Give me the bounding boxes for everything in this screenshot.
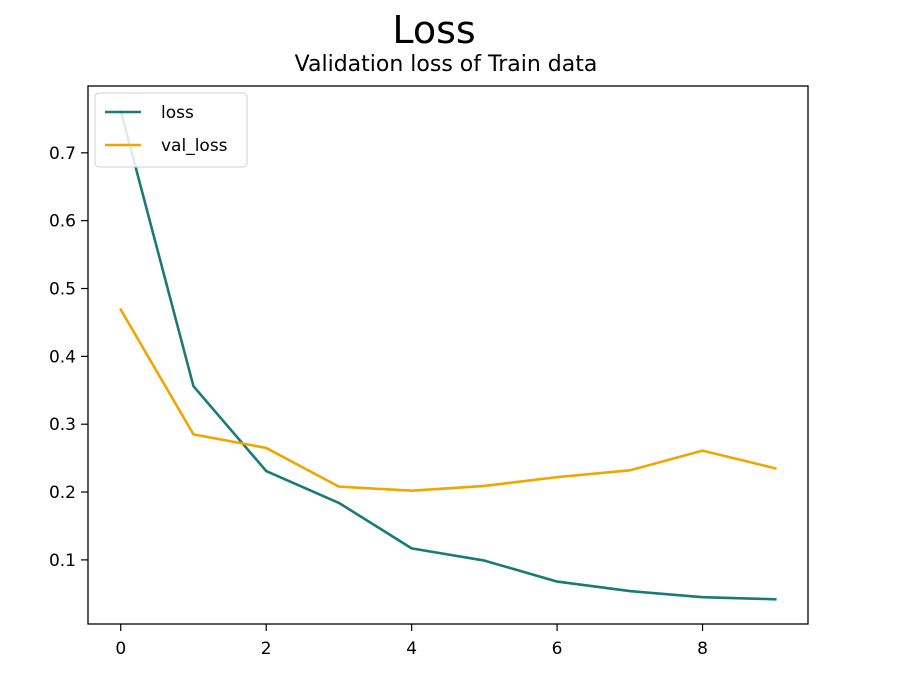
x-tick-label: 2 (261, 639, 272, 659)
figure-suptitle: Loss (392, 8, 476, 52)
y-tick-label: 0.4 (49, 347, 76, 367)
x-tick-label: 6 (552, 639, 563, 659)
series-line-val-loss (118, 307, 777, 492)
legend-label: loss (161, 103, 194, 123)
series-line-loss (119, 109, 777, 601)
y-tick-label: 0.1 (49, 551, 76, 571)
x-tick-label: 0 (115, 639, 126, 659)
y-tick-label: 0.5 (49, 280, 76, 300)
x-tick-label: 4 (406, 639, 417, 659)
y-tick-label: 0.2 (49, 483, 76, 503)
chart-title: Validation loss of Train data (294, 52, 598, 77)
y-tick-label: 0.3 (49, 415, 76, 435)
axes-frame (87, 85, 809, 625)
legend-label: val_loss (161, 136, 228, 156)
x-tick-label: 8 (697, 639, 708, 659)
lines-layer (118, 109, 777, 601)
y-tick-label: 0.7 (49, 144, 76, 164)
legend: loss val_loss (94, 92, 248, 168)
ticks-layer: 0 2 4 6 8 0.1 0.2 0.3 0.4 0.5 0.6 0.7 (49, 144, 708, 659)
y-tick-label: 0.6 (49, 212, 76, 232)
